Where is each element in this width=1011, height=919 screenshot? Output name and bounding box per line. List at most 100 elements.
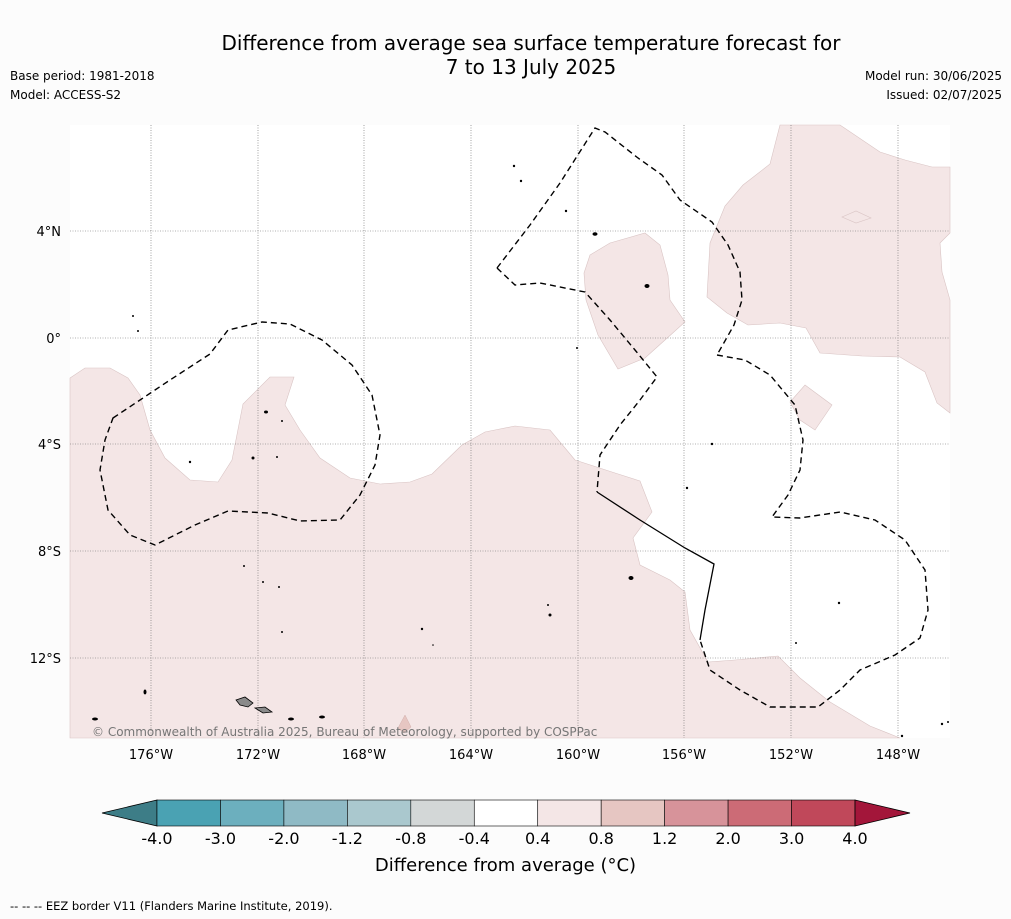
colorbar-segment <box>664 799 729 827</box>
lon-label: 156°W <box>662 748 706 763</box>
colorbar-tick-label: -1.2 <box>332 829 363 848</box>
eez-border-solid <box>596 491 715 641</box>
lat-label: 4°N <box>37 225 62 240</box>
lon-label: 164°W <box>449 748 493 763</box>
island <box>547 604 549 606</box>
meta-right: Model run: 30/06/2025 Issued: 02/07/2025 <box>865 67 1002 105</box>
anomaly-patch-east <box>789 384 833 431</box>
colorbar-segment <box>220 799 285 827</box>
island <box>281 631 283 633</box>
meta-left: Base period: 1981-2018 Model: ACCESS-S2 <box>10 67 155 105</box>
island <box>592 232 598 236</box>
colorbar-segment <box>156 799 221 827</box>
island <box>243 565 245 567</box>
colorbar-tick-label: -0.8 <box>395 829 426 848</box>
island <box>947 721 949 723</box>
lon-label: 152°W <box>769 748 813 763</box>
colorbar-tick-label: 4.0 <box>842 829 867 848</box>
colorbar-segment <box>727 799 792 827</box>
anomaly-region-north-central <box>583 232 686 370</box>
island <box>564 209 568 213</box>
island <box>548 613 552 617</box>
island <box>432 644 434 646</box>
model-run: Model run: 30/06/2025 <box>864 69 1002 83</box>
lat-label: 8°S <box>38 545 61 560</box>
colorbar-segment <box>347 799 412 827</box>
map-plot-area: © Commonwealth of Australia 2025, Bureau… <box>69 124 951 739</box>
island <box>795 642 797 644</box>
island <box>576 347 578 349</box>
title-line-1: Difference from average sea surface temp… <box>221 31 841 55</box>
colorbar-tick-label: 1.2 <box>652 829 677 848</box>
island <box>319 715 325 719</box>
island <box>644 284 650 288</box>
island <box>132 315 134 317</box>
eez-border-north <box>496 127 743 356</box>
copyright-note: © Commonwealth of Australia 2025, Bureau… <box>92 725 597 739</box>
eez-border-east <box>699 354 929 708</box>
colorbar-tick-label: 3.0 <box>779 829 804 848</box>
island <box>519 179 523 183</box>
eez-border-north-lower <box>496 267 658 493</box>
lat-label: 4°S <box>38 438 61 453</box>
lon-label: 160°W <box>556 748 600 763</box>
title-line-2: 7 to 13 July 2025 <box>445 55 617 79</box>
lat-label: 0° <box>46 332 61 347</box>
colorbar-tick-label: -3.0 <box>205 829 236 848</box>
island <box>710 442 714 446</box>
anomaly-patch-higher <box>397 714 412 734</box>
colorbar-tick-label: -2.0 <box>268 829 299 848</box>
eez-legend-note: -- -- -- EEZ border V11 (Flanders Marine… <box>10 899 333 913</box>
colorbar-tick-label: -0.4 <box>459 829 490 848</box>
colorbar-extend-high <box>854 799 911 827</box>
island <box>143 689 147 695</box>
colorbar-segment <box>473 799 539 827</box>
island <box>262 581 264 583</box>
colorbar-segment <box>410 799 475 827</box>
island <box>940 722 944 726</box>
island <box>288 717 294 721</box>
island <box>512 164 516 168</box>
anomaly-region-northeast <box>706 124 951 414</box>
colorbar-tick-label: 0.4 <box>525 829 550 848</box>
colorbar-segment <box>600 799 665 827</box>
island-large-east <box>253 706 274 714</box>
longitude-labels: 176°W 172°W 168°W 164°W 160°W 156°W 152°W 148°W <box>129 748 920 763</box>
graticule <box>70 125 950 738</box>
colorbar-extend-low <box>101 799 158 827</box>
colorbar-tick-label: 2.0 <box>715 829 740 848</box>
island <box>92 717 98 721</box>
eez-borders <box>99 127 929 708</box>
lon-label: 176°W <box>129 748 173 763</box>
model-name: Model: ACCESS-S2 <box>10 88 122 102</box>
island <box>900 734 904 738</box>
island <box>420 627 424 631</box>
colorbar-tick-label: 0.8 <box>588 829 613 848</box>
island <box>685 486 689 490</box>
chart-title: Difference from average sea surface temp… <box>0 31 1011 79</box>
island <box>137 330 139 332</box>
island <box>837 601 841 605</box>
island <box>188 460 192 464</box>
issued-date: Issued: 02/07/2025 <box>886 88 1002 102</box>
colorbar: -4.0 -3.0 -2.0 -1.2 -0.8 -0.4 0.4 0.8 1.2 2.0 3.0 4… <box>101 799 911 848</box>
latitude-labels: 4°N 0° 4°S 8°S 12°S <box>30 225 61 667</box>
island <box>628 576 634 580</box>
island <box>251 456 255 460</box>
islands <box>92 164 949 738</box>
colorbar-segment <box>283 799 348 827</box>
colorbar-tick-label: -4.0 <box>141 829 172 848</box>
lon-label: 148°W <box>876 748 920 763</box>
anomaly-region-south <box>69 367 901 739</box>
lat-label: 12°S <box>30 652 61 667</box>
base-period: Base period: 1981-2018 <box>10 69 155 83</box>
island <box>278 586 280 588</box>
island <box>281 420 283 422</box>
lon-label: 172°W <box>236 748 280 763</box>
colorbar-segment <box>791 799 856 827</box>
eez-border-west <box>99 321 381 546</box>
island-large-west <box>235 696 254 708</box>
colorbar-label: Difference from average (°C) <box>374 855 637 876</box>
island <box>264 410 268 414</box>
